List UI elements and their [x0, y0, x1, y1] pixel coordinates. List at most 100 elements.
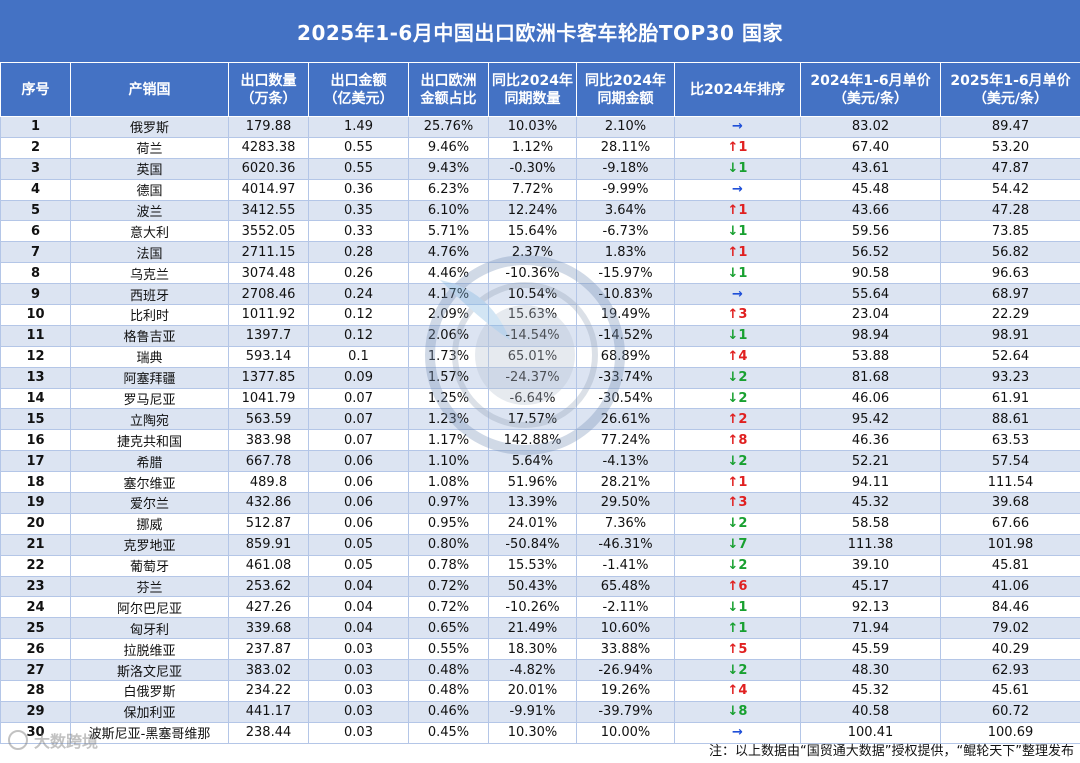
yoy-amount-cell: -26.94%: [576, 659, 675, 682]
share-cell: 1.08%: [408, 471, 489, 494]
amount-cell: 0.06: [308, 492, 409, 514]
country-cell: 俄罗斯: [70, 116, 229, 138]
yoy-quantity-cell: 10.30%: [488, 721, 577, 744]
table-row: 24 阿尔巴尼亚 427.26 0.04 0.72% -10.26% -2.11% ↓1 92.…: [0, 596, 1080, 619]
table-row: 26 拉脱维亚 237.87 0.03 0.55% 18.30% 33.88% ↑5 45.59…: [0, 638, 1080, 661]
quantity-cell: 1041.79: [228, 387, 309, 410]
yoy-quantity-cell: 1.12%: [488, 136, 577, 159]
amount-cell: 0.06: [308, 512, 409, 535]
yoy-quantity-cell: 13.39%: [488, 492, 577, 514]
price-2025-cell: 22.29: [940, 304, 1080, 326]
country-cell: 挪威: [70, 512, 229, 535]
yoy-quantity-cell: -4.82%: [488, 659, 577, 682]
price-2024-cell: 94.11: [800, 471, 941, 494]
price-2024-cell: 98.94: [800, 324, 941, 347]
yoy-amount-cell: -30.54%: [576, 387, 675, 410]
quantity-cell: 6020.36: [228, 157, 309, 180]
yoy-quantity-cell: -0.30%: [488, 157, 577, 180]
table-row: 10 比利时 1011.92 0.12 2.09% 15.63% 19.49% ↑3 23.04…: [0, 304, 1080, 326]
quantity-cell: 667.78: [228, 450, 309, 473]
amount-cell: 0.05: [308, 554, 409, 577]
table-row: 20 挪威 512.87 0.06 0.95% 24.01% 7.36% ↓2 58.58 67.…: [0, 512, 1080, 535]
rank-change-cell: ↓1: [674, 262, 801, 285]
yoy-amount-cell: -2.11%: [576, 596, 675, 619]
quantity-cell: 859.91: [228, 533, 309, 556]
price-2025-cell: 61.91: [940, 387, 1080, 410]
yoy-amount-cell: 29.50%: [576, 492, 675, 514]
yoy-amount-cell: -1.41%: [576, 554, 675, 577]
rank-change-cell: ↑1: [674, 241, 801, 264]
price-2024-cell: 46.06: [800, 387, 941, 410]
table-row: 2 荷兰 4283.38 0.55 9.46% 1.12% 28.11% ↑1 67.40 53.…: [0, 136, 1080, 159]
price-2024-cell: 53.88: [800, 345, 941, 368]
rank-cell: 18: [0, 471, 71, 494]
price-2024-cell: 23.04: [800, 304, 941, 326]
amount-cell: 0.03: [308, 638, 409, 661]
quantity-cell: 512.87: [228, 512, 309, 535]
amount-cell: 0.28: [308, 241, 409, 264]
share-cell: 9.43%: [408, 157, 489, 180]
quantity-cell: 3074.48: [228, 262, 309, 285]
table-row: 28 白俄罗斯 234.22 0.03 0.48% 20.01% 19.26% ↑4 45.32…: [0, 680, 1080, 702]
yoy-quantity-cell: -10.26%: [488, 596, 577, 619]
quantity-cell: 2711.15: [228, 241, 309, 264]
yoy-quantity-cell: 50.43%: [488, 575, 577, 598]
price-2025-cell: 98.91: [940, 324, 1080, 347]
table-row: 8 乌克兰 3074.48 0.26 4.46% -10.36% -15.97% ↓1 90.5…: [0, 262, 1080, 285]
share-cell: 6.10%: [408, 199, 489, 222]
table-row: 19 爱尔兰 432.86 0.06 0.97% 13.39% 29.50% ↑3 45.32 3…: [0, 492, 1080, 514]
price-2024-cell: 40.58: [800, 700, 941, 723]
yoy-amount-cell: 7.36%: [576, 512, 675, 535]
price-2024-cell: 45.17: [800, 575, 941, 598]
amount-cell: 0.03: [308, 700, 409, 723]
table-row: 15 立陶宛 563.59 0.07 1.23% 17.57% 26.61% ↑2 95.42 8…: [0, 408, 1080, 431]
rank-change-cell: ↑2: [674, 408, 801, 431]
price-2025-cell: 56.82: [940, 241, 1080, 264]
table-row: 16 捷克共和国 383.98 0.07 1.17% 142.88% 77.24% ↑8 46.…: [0, 429, 1080, 452]
rank-cell: 10: [0, 304, 71, 326]
country-cell: 匈牙利: [70, 617, 229, 640]
rank-change-cell: ↓1: [674, 596, 801, 619]
amount-cell: 0.06: [308, 450, 409, 473]
yoy-amount-cell: 10.60%: [576, 617, 675, 640]
yoy-quantity-cell: 15.53%: [488, 554, 577, 577]
rank-cell: 29: [0, 700, 71, 723]
price-2025-cell: 45.81: [940, 554, 1080, 577]
amount-cell: 0.03: [308, 680, 409, 702]
price-2025-cell: 62.93: [940, 659, 1080, 682]
yoy-quantity-cell: 12.24%: [488, 199, 577, 222]
share-cell: 0.55%: [408, 638, 489, 661]
column-header: 同比2024年 同期金额: [576, 62, 675, 117]
table-row: 17 希腊 667.78 0.06 1.10% 5.64% -4.13% ↓2 52.21 57.…: [0, 450, 1080, 473]
country-cell: 西班牙: [70, 283, 229, 306]
country-cell: 罗马尼亚: [70, 387, 229, 410]
quantity-cell: 237.87: [228, 638, 309, 661]
price-2025-cell: 68.97: [940, 283, 1080, 306]
yoy-amount-cell: -10.83%: [576, 283, 675, 306]
share-cell: 1.73%: [408, 345, 489, 368]
country-cell: 波兰: [70, 199, 229, 222]
yoy-quantity-cell: -24.37%: [488, 366, 577, 389]
rank-cell: 14: [0, 387, 71, 410]
yoy-amount-cell: 77.24%: [576, 429, 675, 452]
amount-cell: 0.04: [308, 575, 409, 598]
country-cell: 希腊: [70, 450, 229, 473]
table-row: 30 波斯尼亚-黑塞哥维那 238.44 0.03 0.45% 10.30% 10.00% →…: [0, 721, 1080, 744]
rank-change-cell: ↑1: [674, 471, 801, 494]
quantity-cell: 383.98: [228, 429, 309, 452]
amount-cell: 0.26: [308, 262, 409, 285]
country-cell: 波斯尼亚-黑塞哥维那: [70, 721, 229, 744]
price-2025-cell: 67.66: [940, 512, 1080, 535]
amount-cell: 0.03: [308, 721, 409, 744]
rank-change-cell: ↓7: [674, 533, 801, 556]
yoy-amount-cell: -14.52%: [576, 324, 675, 347]
yoy-amount-cell: -4.13%: [576, 450, 675, 473]
country-cell: 爱尔兰: [70, 492, 229, 514]
price-2024-cell: 95.42: [800, 408, 941, 431]
page-title: 2025年1-6月中国出口欧洲卡客车轮胎TOP30 国家: [0, 0, 1080, 62]
quantity-cell: 489.8: [228, 471, 309, 494]
country-cell: 格鲁吉亚: [70, 324, 229, 347]
price-2025-cell: 45.61: [940, 680, 1080, 702]
country-cell: 克罗地亚: [70, 533, 229, 556]
price-2024-cell: 71.94: [800, 617, 941, 640]
